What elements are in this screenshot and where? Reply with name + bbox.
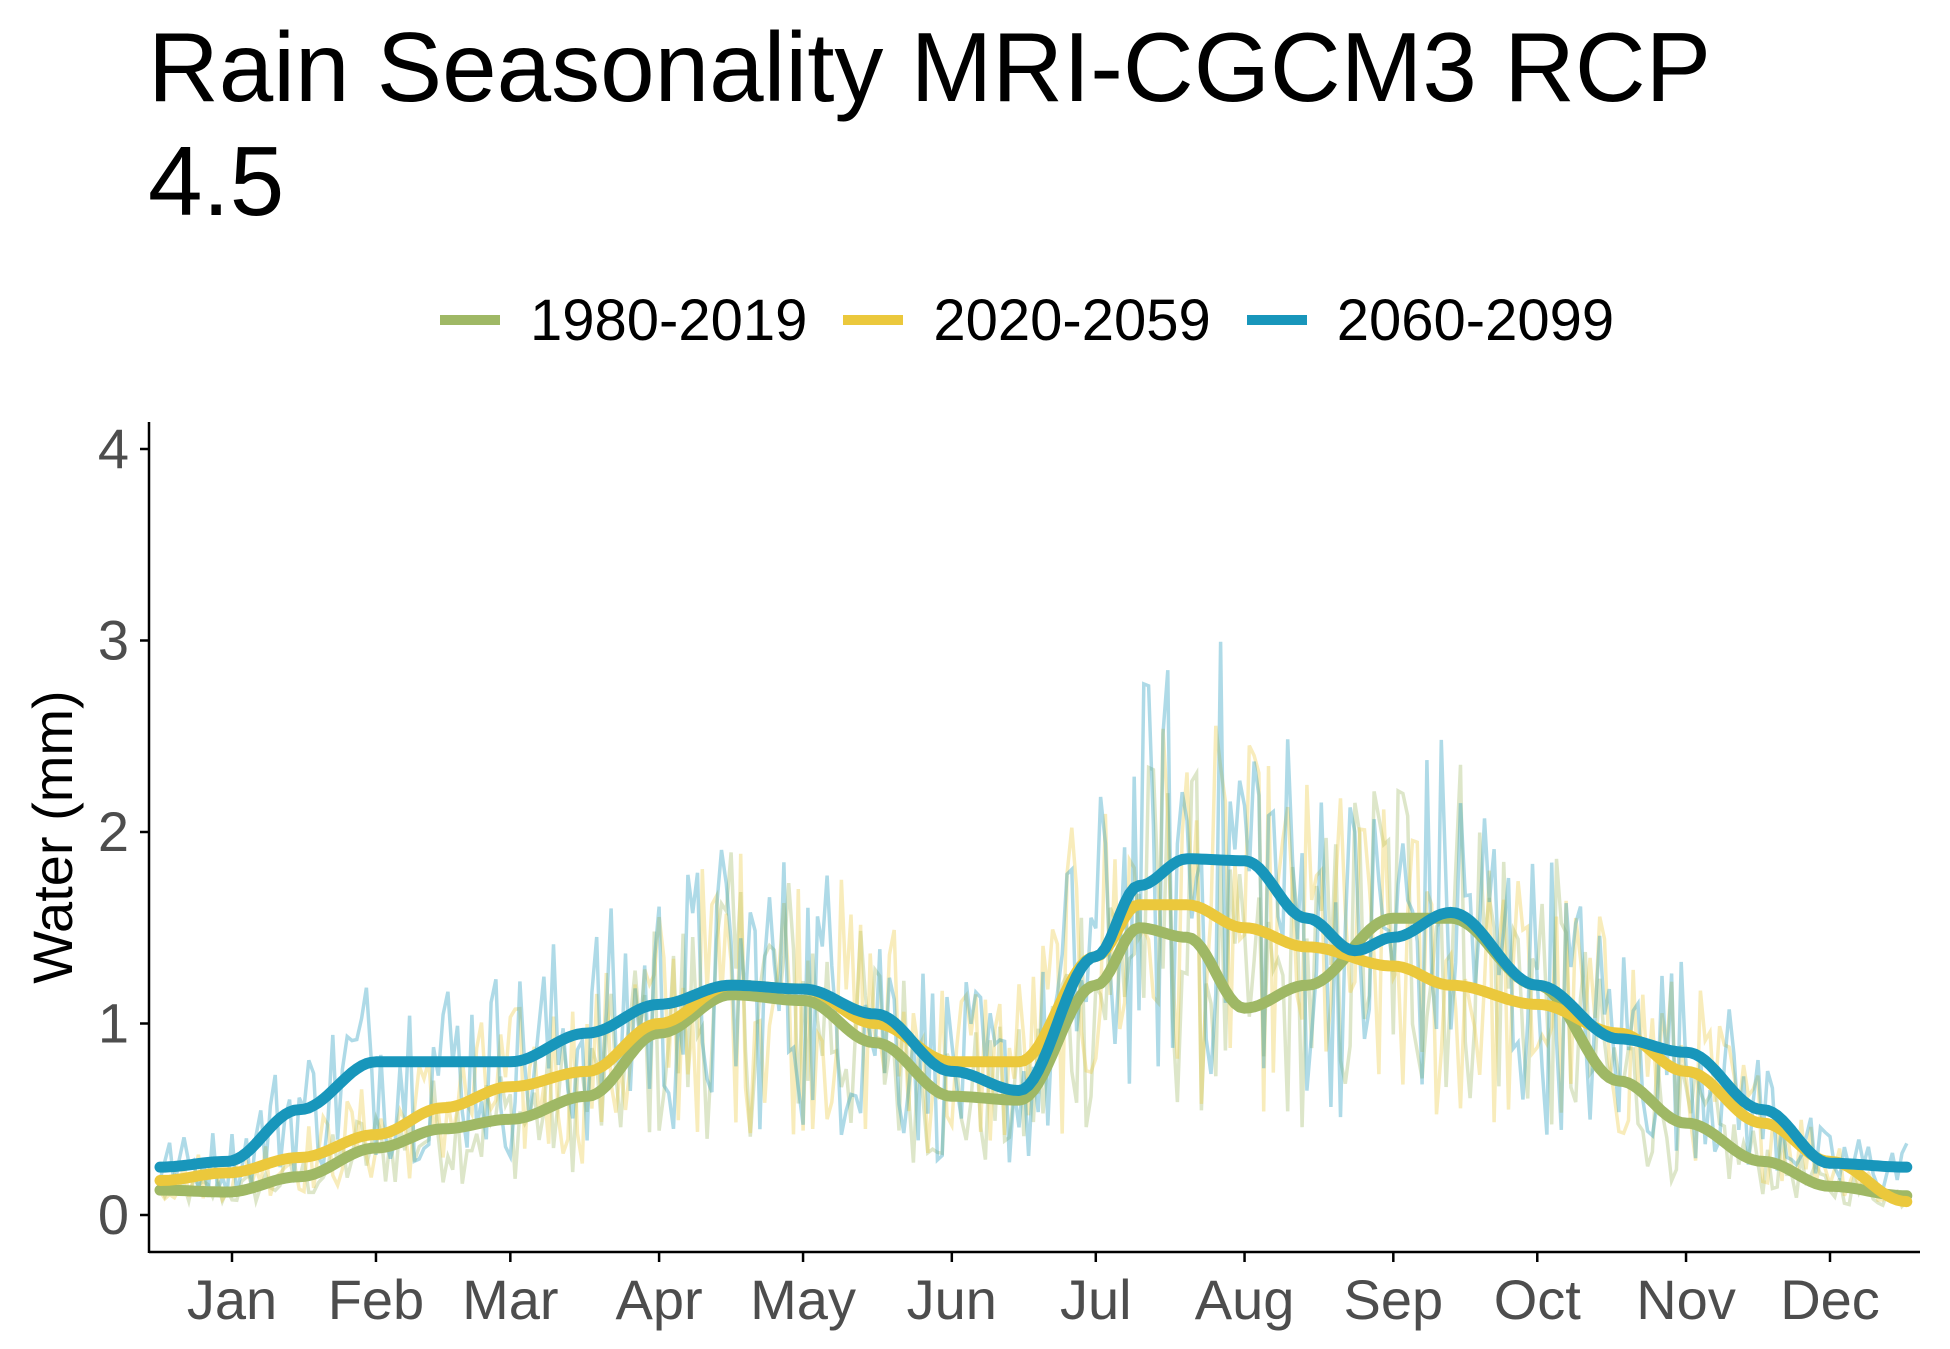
- y-axis-label: Water (mm): [21, 690, 84, 983]
- legend-swatch-2060-2099: [1246, 315, 1307, 325]
- x-tick-label-may: May: [750, 1268, 856, 1331]
- x-tick-label-dec: Dec: [1780, 1268, 1880, 1331]
- smooth-line-2020-2059: [154, 899, 1913, 1208]
- x-tick-label-aug: Aug: [1195, 1268, 1295, 1331]
- y-tick-label: 0: [98, 1183, 129, 1246]
- smooth-line-2060-2099: [154, 853, 1913, 1173]
- daily-lines-layer: [158, 641, 1909, 1210]
- x-tick-label-feb: Feb: [328, 1268, 425, 1331]
- x-tick-label-nov: Nov: [1636, 1268, 1736, 1331]
- smooth-lines-layer: [154, 853, 1913, 1208]
- y-axis-ticks: 0 1 2 3 4: [98, 417, 149, 1246]
- legend-label: 2020-2059: [933, 287, 1211, 353]
- x-tick-label-jun: Jun: [907, 1268, 997, 1331]
- legend-item-2060-2099: 2060-2099: [1246, 287, 1615, 354]
- legend-swatch-1980-2019: [440, 315, 500, 325]
- x-tick-label-jan: Jan: [187, 1268, 277, 1331]
- chart-title: Rain Seasonality MRI-CGCM3 RCP 4.5: [148, 12, 1710, 236]
- legend-label: 1980-2019: [530, 287, 808, 353]
- y-tick-label: 4: [98, 417, 129, 480]
- y-tick-label: 2: [98, 800, 129, 863]
- x-tick-label-apr: Apr: [616, 1268, 703, 1331]
- legend-item-2020-2059: 2020-2059: [843, 287, 1211, 354]
- smooth-line-1980-2019: [154, 912, 1913, 1202]
- x-tick-label-jul: Jul: [1060, 1268, 1132, 1331]
- x-tick-label-oct: Oct: [1494, 1268, 1582, 1331]
- daily-line-1980-2019: [158, 764, 1909, 1210]
- legend-label: 2060-2099: [1336, 287, 1615, 353]
- legend-item-1980-2019: 1980-2019: [440, 287, 807, 354]
- legend-swatch-2020-2059: [843, 315, 904, 325]
- x-tick-label-mar: Mar: [462, 1268, 558, 1331]
- daily-line-2020-2059: [158, 725, 1908, 1208]
- x-axis-ticks: Jan Feb Mar Apr May Jun Jul Aug Sep Oct Nov Dec: [187, 1252, 1880, 1331]
- legend: 1980-2019 2020-2059 2060-2099: [440, 280, 1650, 360]
- y-tick-label: 1: [98, 992, 129, 1055]
- x-tick-label-sep: Sep: [1343, 1268, 1443, 1331]
- y-tick-label: 3: [98, 609, 129, 672]
